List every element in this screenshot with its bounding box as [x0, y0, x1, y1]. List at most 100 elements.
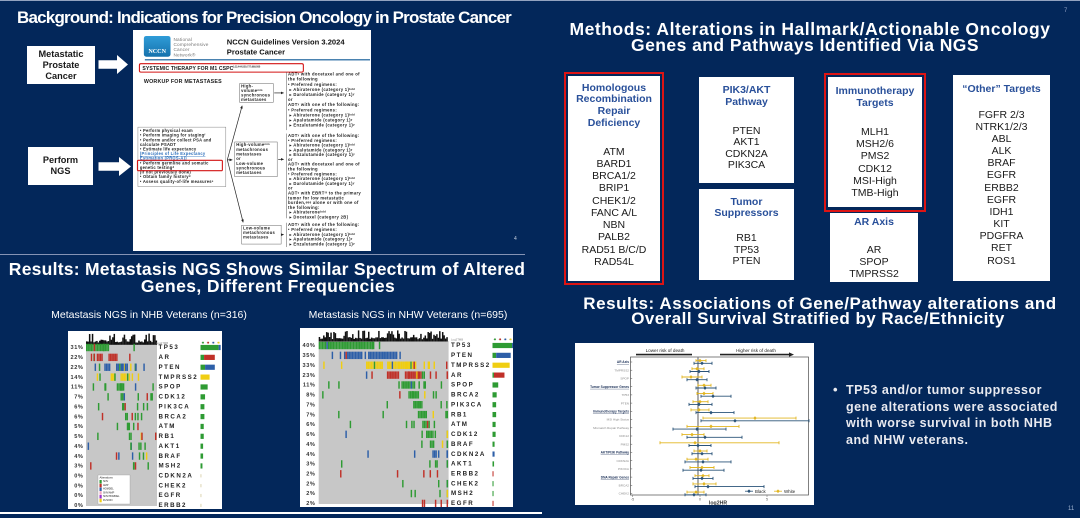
svg-text:BRAF: BRAF — [159, 453, 182, 460]
svg-text:AR Axis: AR Axis — [617, 360, 629, 364]
svg-text:volumeᵐᵐ: volumeᵐᵐ — [241, 88, 263, 93]
svg-text:6%: 6% — [74, 414, 83, 420]
svg-text:6%: 6% — [306, 422, 315, 428]
svg-text:SNV: SNV — [103, 480, 108, 483]
svg-text:• Perform physical exam: • Perform physical exam — [140, 128, 193, 133]
svg-text:SYSTEMIC THERAPY FOR M1 CSPC: SYSTEMIC THERAPY FOR M1 CSPC — [142, 66, 233, 72]
svg-text:or: or — [236, 156, 241, 161]
svg-text:the following: the following — [288, 167, 318, 172]
svg-text:1,22,444,500,777,888,999: 1,22,444,500,777,888,999 — [233, 66, 261, 69]
svg-text:• Perform and/or collect PSA a: • Perform and/or collect PSA and — [140, 137, 212, 142]
svg-text:metastases: metastases — [243, 235, 269, 240]
svg-text:ADTʸ with one of the following: ADTʸ with one of the following: — [288, 133, 359, 138]
svg-text:ATM: ATM — [159, 423, 176, 430]
svg-text:PTEN: PTEN — [159, 364, 182, 371]
svg-text:Low-volume: Low-volume — [243, 225, 270, 230]
svg-text:3%: 3% — [306, 462, 315, 468]
svg-text:CDKN2A: CDKN2A — [451, 451, 486, 458]
svg-text:• Preferred regimens:: • Preferred regimens: — [288, 227, 337, 232]
svg-text:ADTʸ with EBRTᶠᶠ to the primar: ADTʸ with EBRTᶠᶠ to the primary — [288, 190, 361, 195]
svg-text:• Preferred regimens:: • Preferred regimens: — [288, 171, 337, 176]
svg-text:SNV/HOMDEL: SNV/HOMDEL — [103, 495, 120, 498]
svg-text:calculate PSADT: calculate PSADT — [140, 142, 176, 147]
svg-text:White: White — [784, 489, 796, 494]
svg-text:AKT1: AKT1 — [159, 443, 181, 450]
svg-text:23%: 23% — [303, 373, 316, 379]
svg-text:Estimation (PROS-A)): Estimation (PROS-A)) — [140, 156, 187, 161]
svg-text:8%: 8% — [306, 393, 315, 399]
svg-text:22%: 22% — [71, 355, 84, 361]
svg-text:35%: 35% — [303, 353, 316, 359]
svg-text:FUSION: FUSION — [103, 499, 113, 502]
svg-text:14%: 14% — [71, 375, 84, 381]
svg-text:▸ Darolutamide (category 1)ʸ: ▸ Darolutamide (category 1)ʸ — [289, 92, 355, 97]
svg-text:• Preferred regimens:: • Preferred regimens: — [288, 107, 337, 112]
svg-text:• Obtain family historyᵈ: • Obtain family historyᵈ — [140, 174, 191, 179]
svg-text:• Assess quality-of-life measu: • Assess quality-of-life measuresᵉ — [140, 179, 214, 184]
svg-text:▸ Enzalutamide (category 1)ʸ: ▸ Enzalutamide (category 1)ʸ — [289, 123, 356, 128]
svg-text:PTEN: PTEN — [451, 352, 474, 359]
svg-text:▸ Abiraterone (category 1)ᵇᵈᵈ: ▸ Abiraterone (category 1)ᵇᵈᵈ — [289, 112, 356, 117]
svg-text:• Estimate life expectancy: • Estimate life expectancy — [140, 147, 197, 152]
svg-text:6%: 6% — [306, 432, 315, 438]
svg-text:AKT1: AKT1 — [451, 461, 473, 468]
svg-text:7%: 7% — [306, 402, 315, 408]
svg-text:5%: 5% — [74, 434, 83, 440]
svg-text:2%: 2% — [306, 491, 315, 497]
svg-text:▸ Abirateroneᵇᵈᵈ: ▸ Abirateroneᵇᵈᵈ — [289, 210, 327, 215]
svg-text:RB1: RB1 — [451, 411, 468, 418]
svg-text:▸ Enzalutamide (category 1)ʸ: ▸ Enzalutamide (category 1)ʸ — [289, 152, 356, 157]
svg-text:CHEK2: CHEK2 — [619, 492, 630, 496]
svg-text:TP53: TP53 — [622, 393, 630, 397]
svg-text:2%: 2% — [306, 472, 315, 478]
svg-text:High-volumeᵐᵐ: High-volumeᵐᵐ — [236, 142, 270, 147]
svg-text:DNA Repair Genes: DNA Repair Genes — [601, 475, 629, 479]
svg-text:RB1: RB1 — [159, 433, 176, 440]
svg-text:the following: the following — [288, 77, 318, 82]
svg-text:▸ Docetaxel (category 2B): ▸ Docetaxel (category 2B) — [289, 214, 349, 219]
svg-text:SPOP: SPOP — [159, 384, 182, 391]
svg-text:BRCA2: BRCA2 — [619, 484, 630, 488]
svg-text:SNV/AMP: SNV/AMP — [103, 491, 115, 494]
svg-text:National: National — [173, 37, 192, 43]
svg-text:TMPRSS2: TMPRSS2 — [159, 374, 199, 381]
svg-text:tumor for low metastatic: tumor for low metastatic — [288, 195, 344, 200]
svg-text:6%: 6% — [74, 404, 83, 410]
svg-text:AR: AR — [451, 372, 463, 379]
svg-text:Black: Black — [755, 489, 767, 494]
svg-text:BRCA2: BRCA2 — [159, 413, 188, 420]
svg-text:PMS2: PMS2 — [621, 442, 630, 446]
svg-text:High-: High- — [241, 84, 253, 89]
svg-text:BRCA2: BRCA2 — [451, 392, 480, 399]
svg-text:TP53: TP53 — [451, 342, 472, 349]
svg-text:Lower risk of death: Lower risk of death — [646, 348, 685, 353]
svg-text:▸ Abiraterone (category 1)ᵇᵈᵈ: ▸ Abiraterone (category 1)ᵇᵈᵈ — [289, 143, 356, 148]
svg-text:3%: 3% — [74, 464, 83, 470]
svg-text:Network®: Network® — [173, 51, 195, 58]
svg-text:MSI High Status: MSI High Status — [607, 418, 630, 422]
svg-text:0%: 0% — [74, 483, 83, 489]
svg-text:4%: 4% — [74, 454, 83, 460]
svg-text:▸ Darolutamide (category 1)ʸ: ▸ Darolutamide (category 1)ʸ — [289, 181, 355, 186]
svg-text:0%: 0% — [74, 503, 83, 509]
svg-text:5%: 5% — [74, 424, 83, 430]
svg-text:EGFR: EGFR — [451, 500, 474, 507]
svg-text:WORKUP FOR METASTASES: WORKUP FOR METASTASES — [144, 79, 222, 85]
svg-text:or: or — [288, 157, 293, 162]
svg-text:or: or — [288, 186, 293, 191]
svg-text:Cancer: Cancer — [173, 47, 189, 53]
svg-text:▸ Enzalutamide (category 1)ʸ: ▸ Enzalutamide (category 1)ʸ — [289, 241, 356, 246]
svg-text:▸ Abiraterone (category 1)ᵇᵈᵈ: ▸ Abiraterone (category 1)ᵇᵈᵈ — [289, 87, 356, 92]
svg-text:the following:: the following: — [288, 205, 320, 210]
svg-text:or: or — [288, 97, 293, 102]
svg-text:Log2TMB: Log2TMB — [156, 341, 168, 345]
svg-text:(Principles of Life Expectancy: (Principles of Life Expectancy — [140, 151, 206, 156]
svg-text:4%: 4% — [74, 444, 83, 450]
svg-text:▸ Abiraterone (category 1)ᵇᵈᵈ: ▸ Abiraterone (category 1)ᵇᵈᵈ — [289, 176, 356, 181]
svg-text:Log2TMB: Log2TMB — [451, 338, 463, 342]
svg-text:40%: 40% — [303, 343, 316, 349]
svg-text:4%: 4% — [306, 442, 315, 448]
svg-text:7%: 7% — [306, 412, 315, 418]
svg-text:22%: 22% — [71, 365, 84, 371]
svg-text:ADTʸ with one of the following: ADTʸ with one of the following: — [288, 102, 359, 107]
